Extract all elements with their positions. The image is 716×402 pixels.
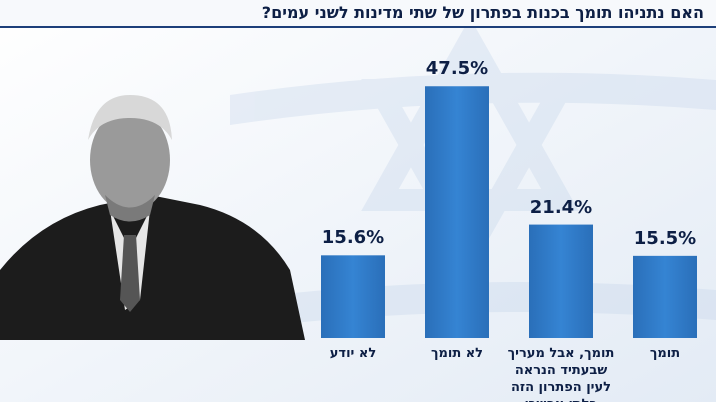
bar xyxy=(321,255,385,338)
bar xyxy=(425,86,489,338)
category-label: לא תומך xyxy=(430,346,484,361)
category-label: תומך, אבל מעריך שבעתיד הנראה לעין הפתרון… xyxy=(507,346,615,402)
chart-title: האם נתניהו תומך בכנות בפתרון של שתי מדינ… xyxy=(0,0,716,28)
value-label: 47.5% xyxy=(425,58,489,80)
bar xyxy=(529,224,593,338)
category-label: לא יודע xyxy=(329,346,377,361)
bar xyxy=(633,255,697,338)
value-label: 15.6% xyxy=(321,227,385,249)
value-label: 21.4% xyxy=(529,196,593,218)
category-label: תומך xyxy=(649,346,681,361)
value-label: 15.5% xyxy=(633,227,697,249)
portrait xyxy=(0,95,305,340)
